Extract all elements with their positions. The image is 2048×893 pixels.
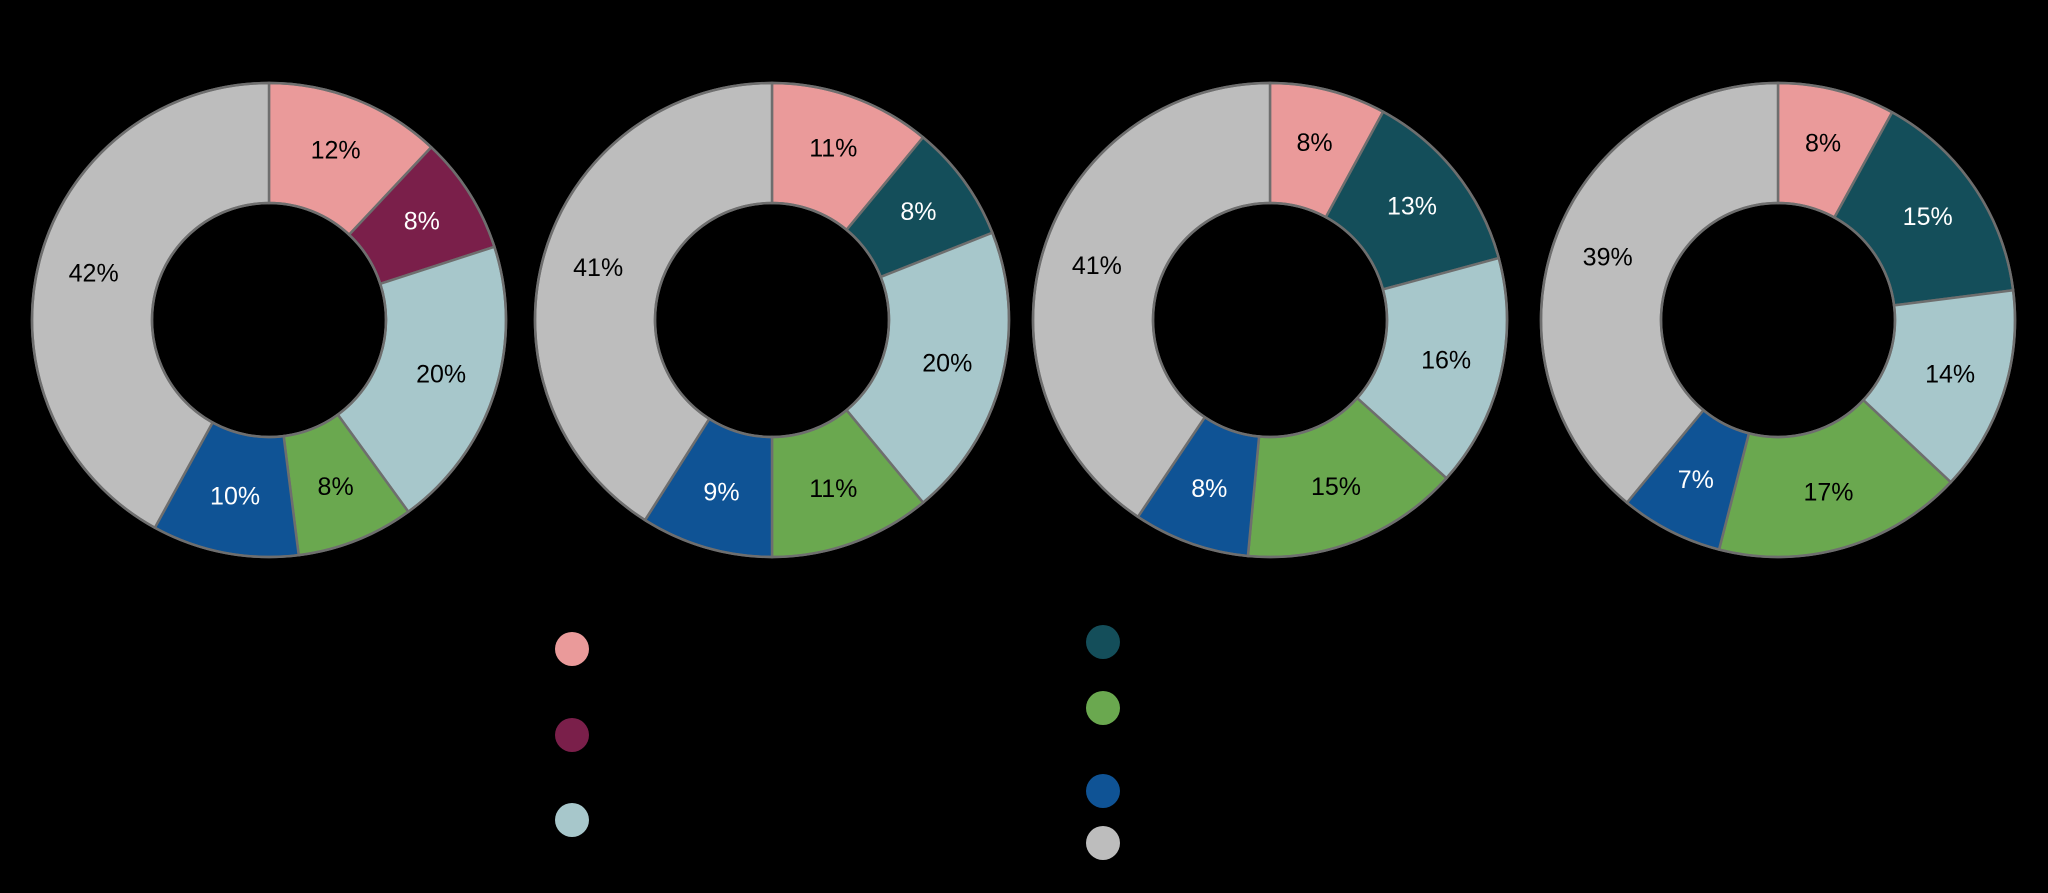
donut-2-outer-ring	[533, 81, 1011, 559]
donut-4-data-label-5: 7%	[1678, 466, 1714, 494]
legend-item-1	[555, 632, 589, 666]
legend-marker-2	[555, 718, 589, 752]
donut-4-data-label-3: 14%	[1925, 361, 1975, 389]
donut-1-data-label-6: 42%	[69, 260, 119, 288]
legend-item-2	[555, 718, 589, 752]
donut-3-data-label-5: 8%	[1191, 475, 1227, 503]
donut-3-data-label-6: 41%	[1072, 252, 1122, 280]
legend-marker-5	[1086, 691, 1120, 725]
donut-2-data-label-3: 20%	[922, 350, 972, 378]
donut-1-data-label-2: 8%	[404, 208, 440, 236]
donut-2-data-label-4: 11%	[809, 475, 857, 503]
donut-3-outer-ring	[1031, 81, 1509, 559]
legend-marker-6	[1086, 774, 1120, 808]
legend-marker-7	[1086, 826, 1120, 860]
donut-3-data-label-3: 16%	[1421, 346, 1471, 374]
legend-marker-1	[555, 632, 589, 666]
donut-1-data-label-4: 8%	[318, 473, 354, 501]
donut-2-data-label-6: 41%	[573, 254, 623, 282]
donut-2-inner-ring	[653, 201, 891, 439]
legend-item-4	[1086, 625, 1120, 659]
donut-chart-4: 8% 15% 14% 17% 7% 39%	[1539, 81, 2017, 559]
donut-chart-2: 11% 8% 20% 11% 9% 41%	[533, 81, 1011, 559]
donut-3-data-label-2: 13%	[1387, 192, 1437, 220]
legend-item-5	[1086, 691, 1120, 725]
donut-4-outer-ring	[1539, 81, 2017, 559]
legend-item-3	[555, 803, 589, 837]
donut-4-data-label-6: 39%	[1583, 243, 1633, 271]
legend-marker-4	[1086, 625, 1120, 659]
donut-1-data-label-5: 10%	[210, 482, 260, 510]
donut-3-inner-ring	[1151, 201, 1389, 439]
donut-1-outer-ring	[30, 81, 508, 559]
donut-3-data-label-4: 15%	[1311, 473, 1361, 501]
donut-4-data-label-1: 8%	[1805, 129, 1841, 157]
donut-chart-1: 12% 8% 20% 8% 10% 42%	[30, 81, 508, 559]
legend-item-6	[1086, 774, 1120, 808]
donut-chart-3: 8% 13% 16% 15% 8% 41%	[1031, 81, 1509, 559]
donut-2-data-label-1: 11%	[809, 134, 857, 162]
donut-2-data-label-5: 9%	[703, 478, 739, 506]
donut-3-data-label-1: 8%	[1297, 129, 1333, 157]
donut-4-inner-ring	[1659, 201, 1897, 439]
donut-charts: 12% 8% 20% 8% 10% 42% 11% 8% 20% 11% 9% 41% 8% 13% 16%…	[30, 81, 2017, 559]
donut-4-data-label-4: 17%	[1803, 478, 1853, 506]
donut-1-inner-ring	[150, 201, 388, 439]
donut-1-data-label-1: 12%	[311, 136, 361, 164]
legend-item-7	[1086, 826, 1120, 860]
legend	[555, 625, 1120, 860]
legend-marker-3	[555, 803, 589, 837]
donut-4-data-label-2: 15%	[1903, 203, 1953, 231]
donut-2-data-label-2: 8%	[900, 198, 936, 226]
donut-1-data-label-3: 20%	[416, 361, 466, 389]
